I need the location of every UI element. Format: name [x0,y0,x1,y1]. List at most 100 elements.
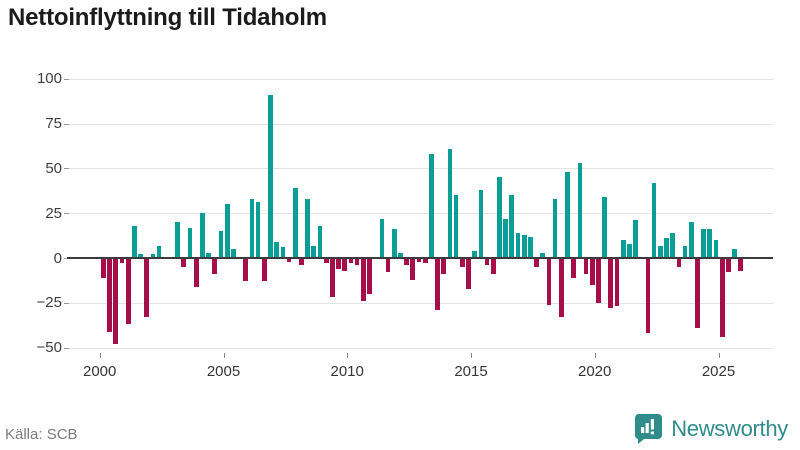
bar-negative [608,258,614,309]
bar-negative [645,258,651,334]
bar-positive [620,240,626,258]
bar-positive [292,188,298,258]
bar-negative [286,258,292,262]
bar-negative [738,258,744,271]
bar-negative [596,258,601,303]
bar-positive [701,229,706,258]
bar-negative [261,258,267,282]
bar-positive [657,245,663,258]
bar-positive [305,198,310,258]
y-axis-label: 25 [45,204,62,222]
bar-positive [707,229,713,258]
y-axis-tick [64,168,69,170]
bar-negative [336,258,341,269]
x-axis-tick [99,353,101,358]
gridline [67,168,773,170]
bar-negative [144,258,150,318]
x-axis-label: 2020 [578,363,612,380]
bar-positive [688,222,694,258]
x-axis-label: 2015 [454,363,488,380]
bar-negative [558,258,564,318]
y-axis-label: 50 [45,159,62,177]
bar-positive [224,204,230,258]
bar-positive [317,225,323,258]
bar-negative [614,258,620,307]
bar-positive [577,163,583,258]
bar-negative [212,258,218,275]
bar-positive [175,222,181,258]
bar-negative [243,258,249,282]
bar-negative [404,258,409,266]
bar-positive [255,202,261,258]
bar-positive [682,245,688,258]
bar-negative [107,258,112,332]
y-axis-label: 75 [45,115,62,133]
bar-negative [416,258,422,262]
bar-negative [367,258,372,294]
bar-positive [206,252,211,258]
bar-positive [429,154,434,258]
bar-positive [670,232,676,258]
bar-negative [360,258,366,301]
bar-positive [633,220,638,258]
y-axis-label: −50 [36,339,62,357]
bar-positive [280,247,286,258]
bar-negative [410,258,416,280]
bar-negative [695,258,700,328]
bar-negative [583,258,589,275]
gridline [67,213,773,215]
bar-positive [249,198,255,258]
bar-positive [131,225,137,258]
bar-negative [181,258,187,267]
bar-negative [441,258,447,275]
x-axis-tick [718,353,720,358]
bar-negative [330,258,335,298]
bar-negative [342,258,348,271]
bar-positive [528,236,533,258]
bar-positive [565,172,570,258]
bar-positive [713,240,719,258]
bar-negative [484,258,490,266]
bar-positive [515,232,521,258]
y-axis-label: 100 [36,70,62,88]
bar-positive [379,218,385,258]
bar-negative [385,258,391,273]
bar-positive [156,245,162,258]
zero-baseline [67,257,773,259]
bar-positive [274,241,280,258]
bar-positive [497,177,502,258]
bar-positive [200,213,205,258]
bar-positive [651,182,657,258]
bar-negative [125,258,131,325]
bar-positive [732,249,737,258]
bar-negative [348,258,354,264]
bar-positive [218,231,224,258]
x-axis-tick [594,353,596,358]
y-axis-label: 0 [53,249,62,267]
bar-negative [726,258,731,273]
bar-negative [323,258,329,264]
source-label: Källa: SCB [5,426,78,443]
gridline [67,123,773,125]
bar-positive [187,227,193,258]
bar-positive [311,245,317,258]
bar-negative [354,258,360,266]
bar-negative [113,258,119,344]
y-axis-tick [64,78,69,80]
x-axis-label: 2000 [83,363,117,380]
bar-negative [299,258,304,266]
bar-positive [447,148,453,258]
bar-negative [466,258,471,289]
bar-positive [540,252,546,258]
x-axis-tick [223,353,225,358]
bar-positive [138,254,143,258]
gridline [67,78,773,80]
bar-positive [521,234,527,258]
bar-positive [391,229,397,258]
bar-negative [119,258,125,264]
bar-positive [453,195,459,258]
y-axis-label: −25 [36,294,62,312]
bar-negative [589,258,595,285]
bar-negative [546,258,552,305]
